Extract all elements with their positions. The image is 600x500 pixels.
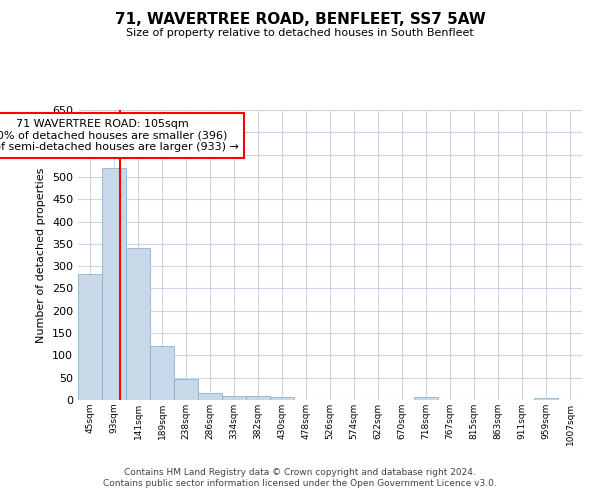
Bar	[534, 398, 558, 400]
Bar	[102, 168, 126, 400]
Y-axis label: Number of detached properties: Number of detached properties	[37, 168, 46, 342]
Bar	[198, 393, 222, 400]
Bar	[414, 397, 438, 400]
Text: 71, WAVERTREE ROAD, BENFLEET, SS7 5AW: 71, WAVERTREE ROAD, BENFLEET, SS7 5AW	[115, 12, 485, 28]
Bar	[150, 346, 174, 400]
Bar	[246, 396, 270, 400]
Text: Contains HM Land Registry data © Crown copyright and database right 2024.
Contai: Contains HM Land Registry data © Crown c…	[103, 468, 497, 487]
Bar	[126, 248, 150, 400]
Bar	[78, 274, 102, 400]
Text: 71 WAVERTREE ROAD: 105sqm
← 30% of detached houses are smaller (396)
70% of semi: 71 WAVERTREE ROAD: 105sqm ← 30% of detac…	[0, 119, 238, 152]
Text: Size of property relative to detached houses in South Benfleet: Size of property relative to detached ho…	[126, 28, 474, 38]
Bar	[222, 396, 246, 400]
Bar	[174, 379, 198, 400]
Bar	[270, 398, 294, 400]
